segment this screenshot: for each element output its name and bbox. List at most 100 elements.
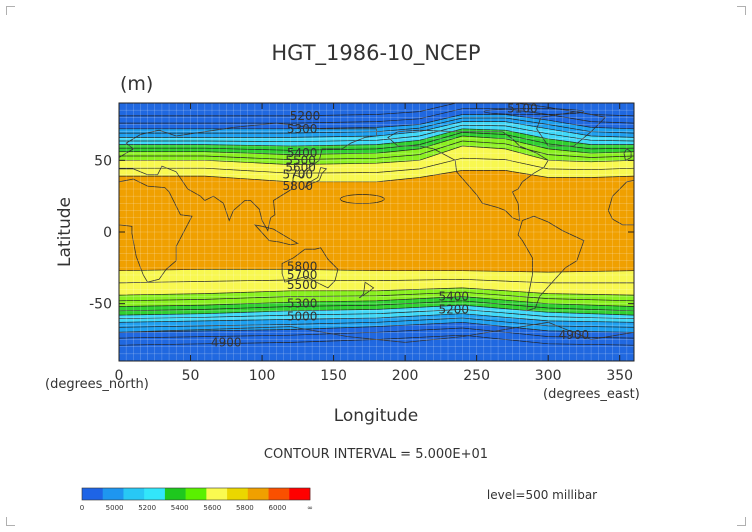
- coastline-4: [359, 281, 375, 299]
- colorbar: [81, 487, 311, 501]
- contour-label: 4900: [559, 328, 590, 342]
- colorbar-swatch: [227, 488, 249, 500]
- x-axis-unit: (degrees_east): [543, 387, 640, 402]
- colorbar-label: 5400: [171, 504, 189, 512]
- x-tick-label: 200: [392, 368, 419, 384]
- coastline-11: [607, 179, 634, 226]
- coastline-9: [119, 321, 634, 361]
- contour-label: 5800: [287, 259, 318, 273]
- contour-label: 5500: [285, 153, 316, 167]
- x-tick-label: 150: [320, 368, 347, 384]
- contour-n: [119, 145, 634, 165]
- contour-label: 5700: [287, 268, 318, 282]
- contour-label: 5400: [287, 146, 318, 160]
- coastline-3: [253, 224, 299, 246]
- contour-label: 5600: [285, 161, 316, 175]
- colorbar-label: 0: [80, 504, 84, 512]
- colorbar-swatch: [144, 488, 166, 500]
- coastline-10: [623, 148, 632, 161]
- contour-n: [119, 121, 634, 138]
- y-axis: -50 0 50: [89, 153, 634, 313]
- y-tick-label: -50: [89, 297, 112, 313]
- units-label: (m): [120, 73, 153, 95]
- contour-s: [119, 268, 634, 273]
- colorbar-swatch: [102, 488, 124, 500]
- contour-label: 5300: [287, 297, 318, 311]
- colorbar-swatch: [268, 488, 290, 500]
- colorbar-swatch: [82, 488, 104, 500]
- colorbar-swatch: [123, 488, 145, 500]
- contour-s: [119, 304, 634, 316]
- x-tick-label: 0: [115, 368, 124, 384]
- contour-n: [119, 170, 634, 183]
- coastline-7: [536, 111, 607, 147]
- colorbar-swatch: [247, 488, 269, 500]
- contour-n: [119, 114, 634, 130]
- coastlines: [119, 111, 634, 361]
- contour-s: [119, 287, 634, 296]
- contour-n: [119, 140, 634, 160]
- contour-s: [119, 300, 634, 312]
- contour-label: 5100: [507, 102, 538, 116]
- chart-title: HGT_1986-10_NCEP: [271, 41, 480, 66]
- contour-n: [119, 124, 634, 143]
- contour-lines: [119, 103, 634, 346]
- contour-s: [119, 317, 634, 328]
- corner-mark-bottom-right: [737, 517, 746, 526]
- colorbar-swatch: [289, 488, 311, 500]
- colorbar-label: 5000: [106, 504, 124, 512]
- y-axis-label: Latitude: [55, 197, 75, 267]
- contour-label: 5200: [438, 302, 469, 316]
- colorbar-label: 5200: [138, 504, 156, 512]
- colorbar-labels: 0 5000 5200 5400 5600 5800 6000 ∞: [80, 504, 313, 512]
- contour-s: [119, 296, 634, 307]
- contour-s-polar: [119, 327, 634, 339]
- x-tick-label: 100: [249, 368, 276, 384]
- contour-s: [119, 321, 634, 333]
- contour-n: [119, 135, 634, 155]
- contour-label: 5200: [290, 109, 321, 123]
- corner-mark-top-right: [737, 6, 746, 15]
- contour-label: 4900: [211, 335, 242, 349]
- contour-s: [119, 313, 634, 323]
- y-tick-label: 50: [94, 153, 112, 169]
- colorbar-swatch: [185, 488, 207, 500]
- contour-label: 5800: [283, 179, 314, 193]
- contour-labels: 5100520053005400550056005700580058005700…: [211, 102, 590, 349]
- contour-n: [119, 128, 634, 147]
- colorbar-label: ∞: [307, 504, 313, 512]
- y-axis-unit: (degrees_north): [45, 377, 149, 392]
- contour-interval-text: CONTOUR INTERVAL = 5.000E+01: [264, 447, 488, 462]
- contour-n-polar: [119, 103, 634, 117]
- contour-n: [119, 117, 634, 134]
- contour-label: 5400: [438, 290, 469, 304]
- contour-n-polar: [119, 108, 634, 124]
- corner-mark-top-left: [6, 6, 15, 15]
- colorbar-swatch: [164, 488, 186, 500]
- contour-label: 5000: [287, 310, 318, 324]
- coastline-0: [119, 178, 193, 283]
- contour-label: 5500: [287, 278, 318, 292]
- colorbar-label: 5800: [236, 504, 254, 512]
- coastline-2: [281, 247, 339, 289]
- coastline-8: [517, 215, 585, 312]
- level-text: level=500 millibar: [487, 488, 597, 502]
- colorbar-label: 6000: [269, 504, 287, 512]
- contour-s: [119, 291, 634, 302]
- x-tick-label: 350: [606, 368, 633, 384]
- colorbar-swatch: [206, 488, 228, 500]
- x-tick-label: 50: [182, 368, 200, 384]
- x-axis-label: Longitude: [334, 406, 419, 426]
- lat-lon-grid: [119, 103, 634, 361]
- x-tick-label: 250: [463, 368, 490, 384]
- contour-n: [119, 157, 634, 174]
- x-axis: 0 50 100 150 200 250 300 350: [115, 103, 633, 384]
- colorbar-frame: [81, 487, 311, 501]
- contour-s: [119, 309, 634, 320]
- x-tick-label: 300: [535, 368, 562, 384]
- coastline-1: [119, 122, 377, 232]
- contour-closed-high: [339, 194, 385, 204]
- y-tick-label: 0: [103, 225, 112, 241]
- coastline-5: [304, 167, 328, 188]
